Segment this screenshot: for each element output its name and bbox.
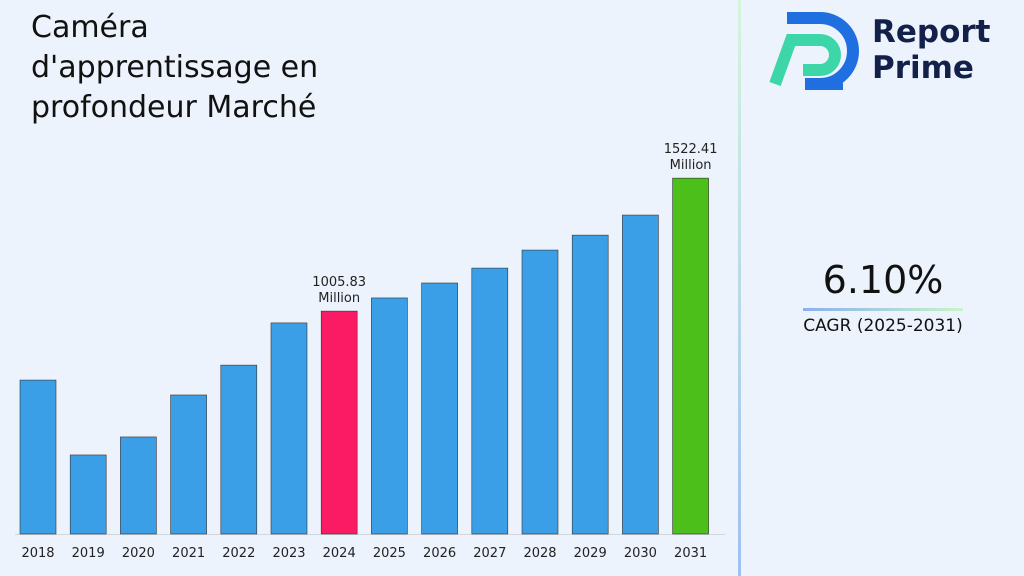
x-tick-label: 2031 [674, 546, 707, 561]
bar [421, 282, 458, 535]
divider [738, 0, 741, 576]
cagr-value: 6.10% [822, 258, 944, 302]
bar [622, 214, 659, 535]
logo-line: Report [872, 14, 991, 50]
x-tick-label: 2027 [473, 546, 506, 561]
bar [320, 310, 358, 535]
x-tick-label: 2028 [523, 546, 556, 561]
x-tick-label: 2024 [323, 546, 356, 561]
bar [571, 234, 609, 535]
logo-icon [769, 12, 859, 90]
x-tick-label: 2019 [72, 546, 105, 561]
logo-text: Report Prime [872, 14, 991, 86]
value-label: 1005.83 Million [312, 275, 367, 307]
chart: 2018 2019 2020 2021 2022 2023 2024 2025 2026 2027… [15, 177, 725, 561]
bar [521, 249, 559, 535]
x-tick-label: 2029 [574, 546, 607, 561]
cagr-underline [803, 308, 963, 311]
cagr-label: CAGR (2025-2031) [803, 316, 963, 336]
x-tick-label: 2018 [21, 546, 54, 561]
x-tick-label: 2023 [272, 546, 305, 561]
bar [170, 394, 207, 535]
bar [220, 364, 258, 535]
bar [672, 177, 709, 535]
value-label: 1522.41 Million [663, 142, 718, 174]
bar [19, 379, 57, 535]
x-tick-label: 2022 [222, 546, 255, 561]
logo-line: Prime [872, 50, 974, 86]
chart-title: Caméra d'apprentissage en profondeur Mar… [31, 10, 319, 125]
bar [471, 267, 509, 535]
x-tick-label: 2025 [373, 546, 406, 561]
x-tick-label: 2030 [624, 546, 657, 561]
bar [120, 436, 157, 535]
x-tick-label: 2021 [172, 546, 205, 561]
bar [371, 297, 408, 535]
bar [69, 454, 107, 535]
bar [270, 322, 308, 535]
x-tick-label: 2020 [122, 546, 155, 561]
x-tick-label: 2026 [423, 546, 456, 561]
